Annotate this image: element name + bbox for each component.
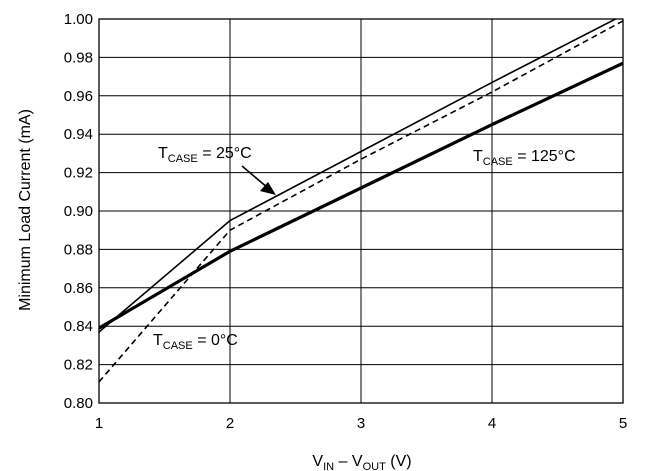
y-tick-label: 0.88 bbox=[64, 241, 93, 258]
x-tick-label: 5 bbox=[619, 415, 627, 432]
plot-frame bbox=[98, 18, 624, 404]
annotation-tcase-0c: TCASE = 0°C bbox=[153, 332, 238, 352]
annotation-arrowhead bbox=[260, 182, 276, 195]
y-tick-label: 0.84 bbox=[64, 318, 93, 335]
x-tick-labels: 1 2 3 4 5 bbox=[95, 415, 627, 432]
y-tick-label: 0.96 bbox=[64, 88, 93, 105]
y-tick-label: 0.92 bbox=[64, 165, 93, 182]
y-tick-label: 0.94 bbox=[64, 126, 93, 143]
y-tick-label: 0.82 bbox=[64, 357, 93, 374]
series-line-thin-solid bbox=[99, 19, 618, 333]
y-tick-labels: 0.80 0.82 0.84 0.86 0.88 0.90 0.92 0.94 0.96 0.98… bbox=[64, 11, 93, 412]
annotation-tcase-125c: TCASE = 125°C bbox=[473, 148, 576, 168]
x-tick-label: 2 bbox=[226, 415, 234, 432]
series-lines bbox=[99, 19, 623, 383]
y-tick-label: 0.90 bbox=[64, 203, 93, 220]
annotation-tcase-25c: TCASE = 25°C bbox=[158, 145, 252, 165]
series-line-dashed bbox=[99, 20, 623, 383]
x-axis-title: VIN – VOUT (V) bbox=[312, 453, 411, 471]
y-tick-label: 0.80 bbox=[64, 395, 93, 412]
series-line-thick-solid bbox=[99, 61, 623, 330]
x-tick-label: 1 bbox=[95, 415, 103, 432]
y-tick-label: 1.00 bbox=[64, 11, 93, 28]
annotation-arrow bbox=[241, 165, 269, 189]
y-axis-title: Minimum Load Current (mA) bbox=[17, 109, 34, 311]
y-tick-label: 0.86 bbox=[64, 280, 93, 297]
y-tick-label: 0.98 bbox=[64, 49, 93, 66]
x-tick-label: 3 bbox=[357, 415, 365, 432]
x-tick-label: 4 bbox=[488, 415, 496, 432]
